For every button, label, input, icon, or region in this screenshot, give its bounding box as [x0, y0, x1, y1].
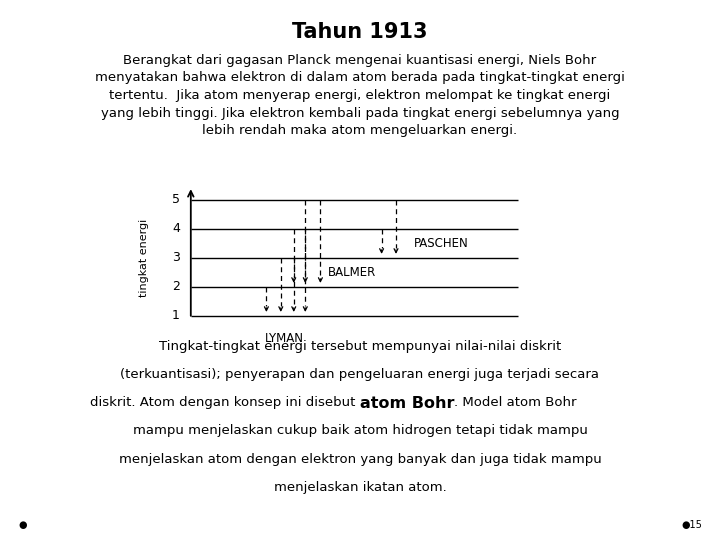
- Text: BALMER: BALMER: [328, 266, 376, 279]
- Text: menjelaskan atom dengan elektron yang banyak dan juga tidak mampu: menjelaskan atom dengan elektron yang ba…: [119, 453, 601, 465]
- Text: 4: 4: [172, 222, 180, 235]
- Text: ●: ●: [18, 520, 27, 530]
- Text: menjelaskan ikatan atom.: menjelaskan ikatan atom.: [274, 481, 446, 494]
- Text: (terkuantisasi); penyerapan dan pengeluaran energi juga terjadi secara: (terkuantisasi); penyerapan dan pengelua…: [120, 368, 600, 381]
- Text: ●15: ●15: [681, 520, 702, 530]
- Text: Tahun 1913: Tahun 1913: [292, 22, 428, 42]
- Text: PASCHEN: PASCHEN: [414, 237, 469, 250]
- Text: 5: 5: [172, 193, 180, 206]
- Text: atom Bohr: atom Bohr: [360, 396, 454, 411]
- Text: 1: 1: [172, 309, 180, 322]
- Text: mampu menjelaskan cukup baik atom hidrogen tetapi tidak mampu: mampu menjelaskan cukup baik atom hidrog…: [132, 424, 588, 437]
- Text: diskrit. Atom dengan konsep ini disebut: diskrit. Atom dengan konsep ini disebut: [91, 396, 360, 409]
- Text: . Model atom Bohr: . Model atom Bohr: [454, 396, 577, 409]
- Text: 3: 3: [172, 251, 180, 265]
- Text: 2: 2: [172, 280, 180, 293]
- Text: Tingkat-tingkat energi tersebut mempunyai nilai-nilai diskrit: Tingkat-tingkat energi tersebut mempunya…: [159, 340, 561, 353]
- Text: tingkat energi: tingkat energi: [139, 219, 149, 297]
- Text: LYMAN: LYMAN: [265, 332, 304, 345]
- Text: Berangkat dari gagasan Planck mengenai kuantisasi energi, Niels Bohr
menyatakan : Berangkat dari gagasan Planck mengenai k…: [95, 54, 625, 137]
